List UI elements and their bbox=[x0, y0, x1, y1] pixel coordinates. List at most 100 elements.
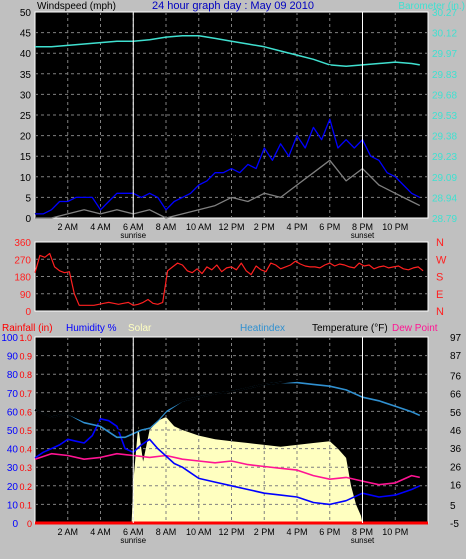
x-tick-label: 8 AM bbox=[156, 222, 177, 232]
rainfall-tick-label: 0.6 bbox=[19, 407, 32, 417]
compass-tick-label: N bbox=[436, 237, 444, 249]
humidity-tick-label: 50 bbox=[7, 426, 19, 437]
windspeed-tick-label: 10 bbox=[20, 173, 32, 184]
temperature-tick-label: 26 bbox=[450, 462, 462, 473]
windspeed-line bbox=[34, 64, 421, 215]
left-axis-title: Solar bbox=[128, 323, 152, 334]
windspeed-tick-label: 45 bbox=[20, 29, 32, 40]
compass-tick-label: S bbox=[436, 272, 443, 284]
rainfall-tick-label: 0.7 bbox=[19, 389, 32, 399]
x-tick-label: 10 PM bbox=[382, 527, 408, 537]
x-tick-label: 10 PM bbox=[382, 222, 408, 232]
sunrise-label: sunrise bbox=[120, 536, 146, 545]
right-axis-title: Temperature (°F) bbox=[312, 323, 388, 334]
wind-direction-line bbox=[34, 252, 424, 306]
barometer-tick-label: 29.23 bbox=[432, 152, 457, 163]
barometer-tick-label: 28.94 bbox=[432, 193, 457, 204]
direction-tick-label: 90 bbox=[20, 290, 32, 301]
temperature-tick-label: 16 bbox=[450, 481, 462, 492]
x-tick-label: 8 PM bbox=[352, 527, 373, 537]
x-tick-label: 6 AM bbox=[123, 527, 144, 537]
windspeed-tick-label: 30 bbox=[20, 90, 32, 101]
x-tick-label: 2 AM bbox=[57, 222, 78, 232]
left-axis-title: Humidity % bbox=[66, 323, 117, 334]
windspeed-tick-label: 15 bbox=[20, 152, 32, 163]
humidity-tick-label: 30 bbox=[7, 463, 19, 474]
direction-tick-label: 0 bbox=[25, 307, 31, 318]
right-axis-title: Heatindex bbox=[240, 323, 285, 334]
humidity-tick-label: 40 bbox=[7, 445, 19, 456]
x-tick-label: 4 AM bbox=[90, 222, 111, 232]
barometer-tick-label: 29.97 bbox=[432, 49, 457, 60]
barometer-tick-label: 29.83 bbox=[432, 70, 457, 81]
humidity-tick-label: 90 bbox=[7, 352, 19, 363]
rainfall-tick-label: 0.2 bbox=[19, 482, 32, 492]
humidity-line bbox=[34, 417, 421, 506]
direction-tick-label: 180 bbox=[14, 273, 31, 284]
direction-tick-label: 360 bbox=[14, 238, 31, 249]
windspeed-tick-label: 35 bbox=[20, 70, 32, 81]
x-tick-label: 8 AM bbox=[156, 527, 177, 537]
temperature-tick-label: 97 bbox=[450, 333, 462, 344]
windspeed-tick-label: 25 bbox=[20, 111, 32, 122]
barometer-tick-label: 29.09 bbox=[432, 173, 457, 184]
temperature-tick-label: 5 bbox=[450, 501, 456, 512]
x-tick-label: 2 AM bbox=[57, 527, 78, 537]
barometer-tick-label: 30.27 bbox=[432, 8, 457, 19]
barometer-axis-title: Barometer (in.) bbox=[398, 1, 465, 12]
sunset-label: sunset bbox=[351, 536, 375, 545]
windspeed-tick-label: 5 bbox=[25, 193, 31, 204]
x-tick-label: 2 PM bbox=[254, 222, 275, 232]
rainfall-tick-label: 0.3 bbox=[19, 463, 32, 473]
rainfall-tick-label: 0 bbox=[27, 519, 32, 529]
rainfall-tick-label: 0.4 bbox=[19, 445, 32, 455]
temperature-tick-label: 36 bbox=[450, 444, 462, 455]
temperature-tick-label: 76 bbox=[450, 371, 462, 382]
humidity-tick-label: 80 bbox=[7, 370, 19, 381]
rainfall-tick-label: 0.9 bbox=[19, 352, 32, 362]
windspeed-tick-label: 0 bbox=[25, 214, 31, 225]
temperature-tick-label: 56 bbox=[450, 408, 462, 419]
direction-tick-label: 270 bbox=[14, 255, 31, 266]
windspeed-tick-label: 40 bbox=[20, 49, 32, 60]
rainfall-tick-label: 0.5 bbox=[19, 426, 32, 436]
humidity-tick-label: 0 bbox=[12, 519, 18, 530]
x-tick-label: 12 PM bbox=[218, 222, 244, 232]
barometer-tick-label: 28.79 bbox=[432, 214, 457, 225]
x-tick-label: 4 AM bbox=[90, 527, 111, 537]
left-axis-title: Rainfall (in) bbox=[2, 323, 53, 334]
barometer-tick-label: 29.53 bbox=[432, 111, 457, 122]
windspeed-tick-label: 50 bbox=[20, 8, 32, 19]
humidity-tick-label: 60 bbox=[7, 407, 19, 418]
temperature-tick-label: 46 bbox=[450, 426, 462, 437]
x-tick-label: 10 AM bbox=[186, 527, 212, 537]
x-tick-label: 4 PM bbox=[286, 222, 307, 232]
rainfall-tick-label: 0.8 bbox=[19, 370, 32, 380]
x-tick-label: 2 PM bbox=[254, 527, 275, 537]
temperature-tick-label: 66 bbox=[450, 390, 462, 401]
compass-tick-label: W bbox=[436, 254, 447, 266]
humidity-tick-label: 70 bbox=[7, 389, 19, 400]
x-tick-label: 6 AM bbox=[123, 222, 144, 232]
temperature-tick-label: -5 bbox=[450, 519, 459, 530]
rainfall-tick-label: 1.0 bbox=[19, 333, 32, 343]
x-tick-label: 12 PM bbox=[218, 527, 244, 537]
chart-title: 24 hour graph day : May 09 2010 bbox=[152, 0, 314, 12]
humidity-tick-label: 20 bbox=[7, 482, 19, 493]
x-tick-label: 10 AM bbox=[186, 222, 212, 232]
humidity-tick-label: 100 bbox=[1, 333, 18, 344]
windspeed-tick-label: 20 bbox=[20, 132, 32, 143]
right-axis-title: Dew Point bbox=[392, 323, 438, 334]
x-tick-label: 6 PM bbox=[319, 527, 340, 537]
windspeed-avg-line bbox=[35, 118, 421, 215]
barometer-tick-label: 29.68 bbox=[432, 90, 457, 101]
rainfall-tick-label: 0.1 bbox=[19, 500, 32, 510]
direction-plot-area bbox=[34, 241, 429, 312]
temperature-tick-label: 87 bbox=[450, 351, 462, 362]
barometer-tick-label: 30.12 bbox=[432, 29, 457, 40]
x-tick-label: 8 PM bbox=[352, 222, 373, 232]
temperature-line bbox=[34, 379, 421, 435]
windspeed-axis-title: Windspeed (mph) bbox=[37, 1, 116, 12]
